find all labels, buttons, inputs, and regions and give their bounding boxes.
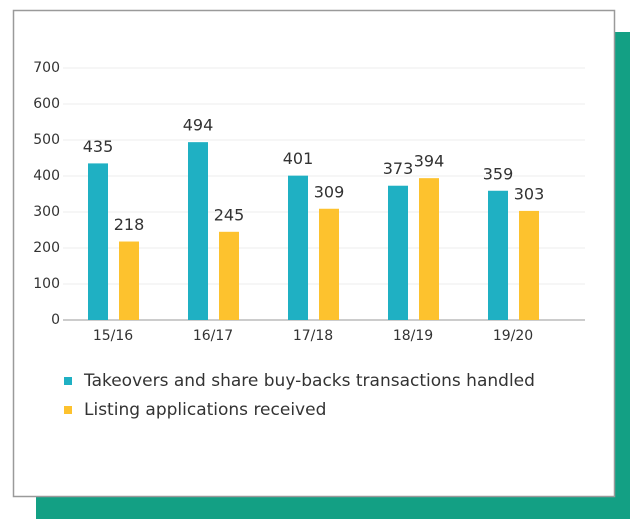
y-tick-label: 400: [33, 168, 60, 184]
y-tick-label: 0: [51, 312, 60, 328]
bar: [519, 210, 539, 320]
value-label: 309: [314, 182, 345, 201]
value-label: 394: [414, 152, 445, 171]
value-label: 218: [114, 215, 145, 234]
value-label: 401: [283, 149, 314, 168]
bar: [319, 208, 339, 320]
y-tick-label: 500: [33, 132, 60, 148]
y-tick-label: 200: [33, 240, 60, 256]
card: [12, 9, 616, 498]
bar: [388, 185, 408, 320]
bar: [488, 190, 508, 320]
value-label: 245: [214, 205, 245, 224]
x-tick-label: 16/17: [193, 328, 233, 344]
x-tick-label: 18/19: [393, 328, 433, 344]
y-tick-label: 300: [33, 204, 60, 220]
bar: [188, 142, 208, 320]
bar: [219, 231, 239, 320]
value-label: 494: [183, 116, 214, 135]
legend-label: Takeovers and share buy-backs transactio…: [83, 371, 535, 391]
x-tick-label: 19/20: [493, 328, 533, 344]
y-tick-label: 600: [33, 96, 60, 112]
x-tick-label: 15/16: [93, 328, 133, 344]
y-tick-label: 700: [33, 60, 60, 76]
value-label: 373: [383, 159, 414, 178]
bar: [419, 178, 439, 320]
value-label: 359: [483, 164, 514, 183]
bar: [88, 163, 108, 320]
x-tick-label: 17/18: [293, 328, 333, 344]
value-label: 435: [83, 137, 114, 156]
y-tick-label: 100: [33, 276, 60, 292]
legend-marker: [64, 377, 72, 385]
value-label: 303: [514, 184, 545, 203]
bar: [288, 175, 308, 320]
legend-label: Listing applications received: [84, 400, 326, 420]
bar: [119, 241, 139, 320]
legend-marker: [64, 406, 72, 414]
